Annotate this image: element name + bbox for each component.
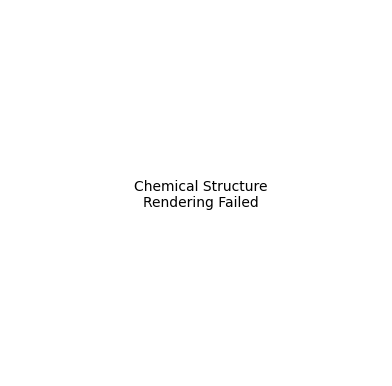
Text: Chemical Structure
Rendering Failed: Chemical Structure Rendering Failed	[134, 180, 268, 210]
